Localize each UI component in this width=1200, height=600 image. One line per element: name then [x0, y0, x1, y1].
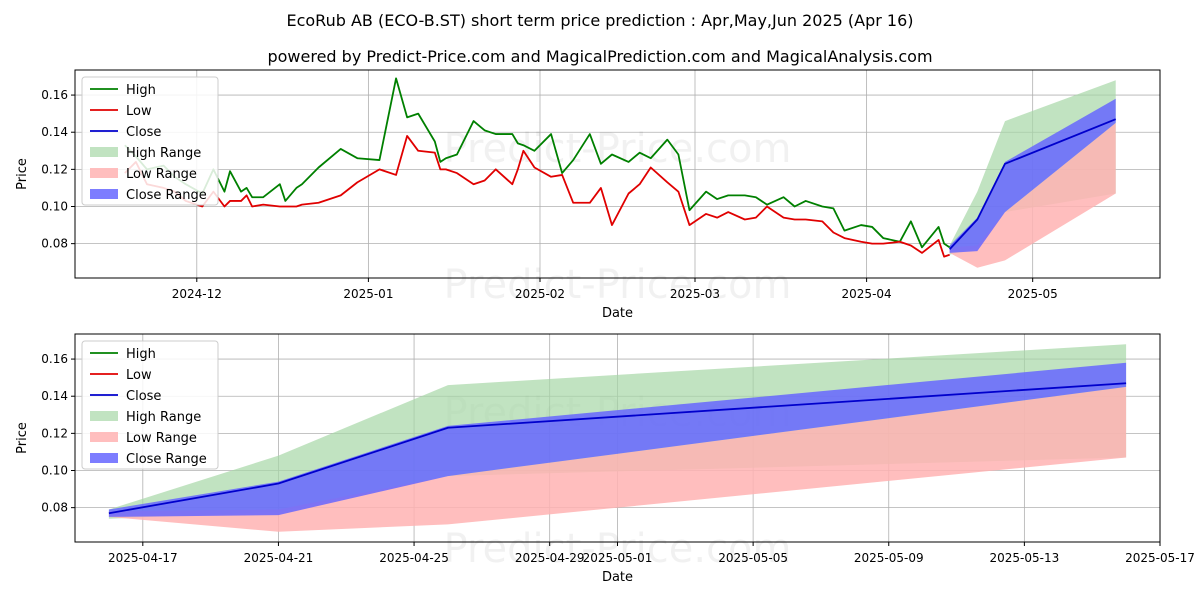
legend: High Low Close High Range Low Range Close Ran… — [81, 340, 219, 470]
legend-label: Low — [126, 104, 152, 119]
close-range-area — [108, 362, 1127, 517]
x-tick-label: 2025-04-25 — [379, 551, 449, 565]
x-tick-label: 2025-05-13 — [990, 551, 1060, 565]
x-tick-label: 2025-05-01 — [583, 551, 653, 565]
y-tick-label: 0.12 — [41, 426, 68, 440]
legend-label: Low — [126, 368, 152, 383]
x-tick-label: 2025-05 — [1008, 287, 1058, 301]
top-chart-panel: Predict-Price.com Predict-Price.com 2024-1… — [15, 69, 1161, 321]
watermark-text: Predict-Price.com — [444, 526, 792, 572]
legend: High Low Close High Range Low Range Close Ran… — [81, 76, 219, 206]
y-tick-label: 0.08 — [41, 501, 68, 515]
chart-title: EcoRub AB (ECO-B.ST) short term price pr… — [286, 11, 913, 30]
x-tick-label: 2025-03 — [670, 287, 720, 301]
y-tick-label: 0.14 — [41, 125, 68, 139]
close-range-legend-swatch — [90, 453, 118, 463]
legend-label: Close — [126, 125, 161, 140]
high-range-legend-swatch — [90, 411, 118, 421]
close-range-legend-swatch — [90, 189, 118, 199]
low-range-legend-swatch — [90, 168, 118, 178]
legend-label: Low Range — [126, 167, 197, 182]
low-range-legend-swatch — [90, 432, 118, 442]
bottom-chart-panel: Predict-Price.comPredict-Price.com2025-0… — [15, 333, 1195, 585]
legend-label: Close Range — [126, 188, 207, 203]
x-tick-label: 2025-05-05 — [718, 551, 788, 565]
plot-area — [108, 344, 1127, 532]
x-tick-label: 2025-05-17 — [1125, 551, 1195, 565]
x-tick-label: 2025-04-21 — [244, 551, 314, 565]
x-tick-label: 2025-04-29 — [515, 551, 585, 565]
y-axis-label: Price — [15, 158, 30, 190]
x-axis-label: Date — [602, 570, 633, 585]
y-tick-label: 0.08 — [41, 237, 68, 251]
x-tick-label: 2025-02 — [515, 287, 565, 301]
legend-label: Low Range — [126, 431, 197, 446]
close-series-line — [948, 118, 1117, 250]
close-range-area — [949, 98, 1116, 253]
legend-label: High — [126, 83, 156, 98]
x-axis-label: Date — [602, 306, 633, 321]
low-series-line — [124, 135, 950, 258]
x-tick-label: 2024-12 — [172, 287, 222, 301]
high-range-legend-swatch — [90, 147, 118, 157]
y-tick-label: 0.10 — [41, 464, 68, 478]
chart-subtitle: powered by Predict-Price.com and Magical… — [267, 47, 932, 66]
y-tick-label: 0.16 — [41, 352, 68, 366]
axes-frame — [74, 69, 1161, 279]
y-tick-label: 0.12 — [41, 162, 68, 176]
x-tick-label: 2025-01 — [343, 287, 393, 301]
y-tick-label: 0.16 — [41, 88, 68, 102]
legend-label: High Range — [126, 146, 201, 161]
high-series-line — [124, 77, 951, 249]
y-tick-label: 0.10 — [41, 200, 68, 214]
watermark-text: Predict-Price.com — [444, 126, 792, 172]
y-tick-label: 0.14 — [41, 389, 68, 403]
plot-area — [124, 77, 1117, 268]
x-tick-label: 2025-04 — [842, 287, 892, 301]
legend-label: Close — [126, 389, 161, 404]
y-axis-label: Price — [15, 422, 30, 454]
legend-label: High — [126, 347, 156, 362]
legend-label: High Range — [126, 410, 201, 425]
legend-label: Close Range — [126, 452, 207, 467]
close-series-line — [108, 382, 1127, 515]
x-tick-label: 2025-05-09 — [854, 551, 924, 565]
watermark-text: Predict-Price.com — [444, 262, 792, 308]
x-tick-label: 2025-04-17 — [108, 551, 178, 565]
